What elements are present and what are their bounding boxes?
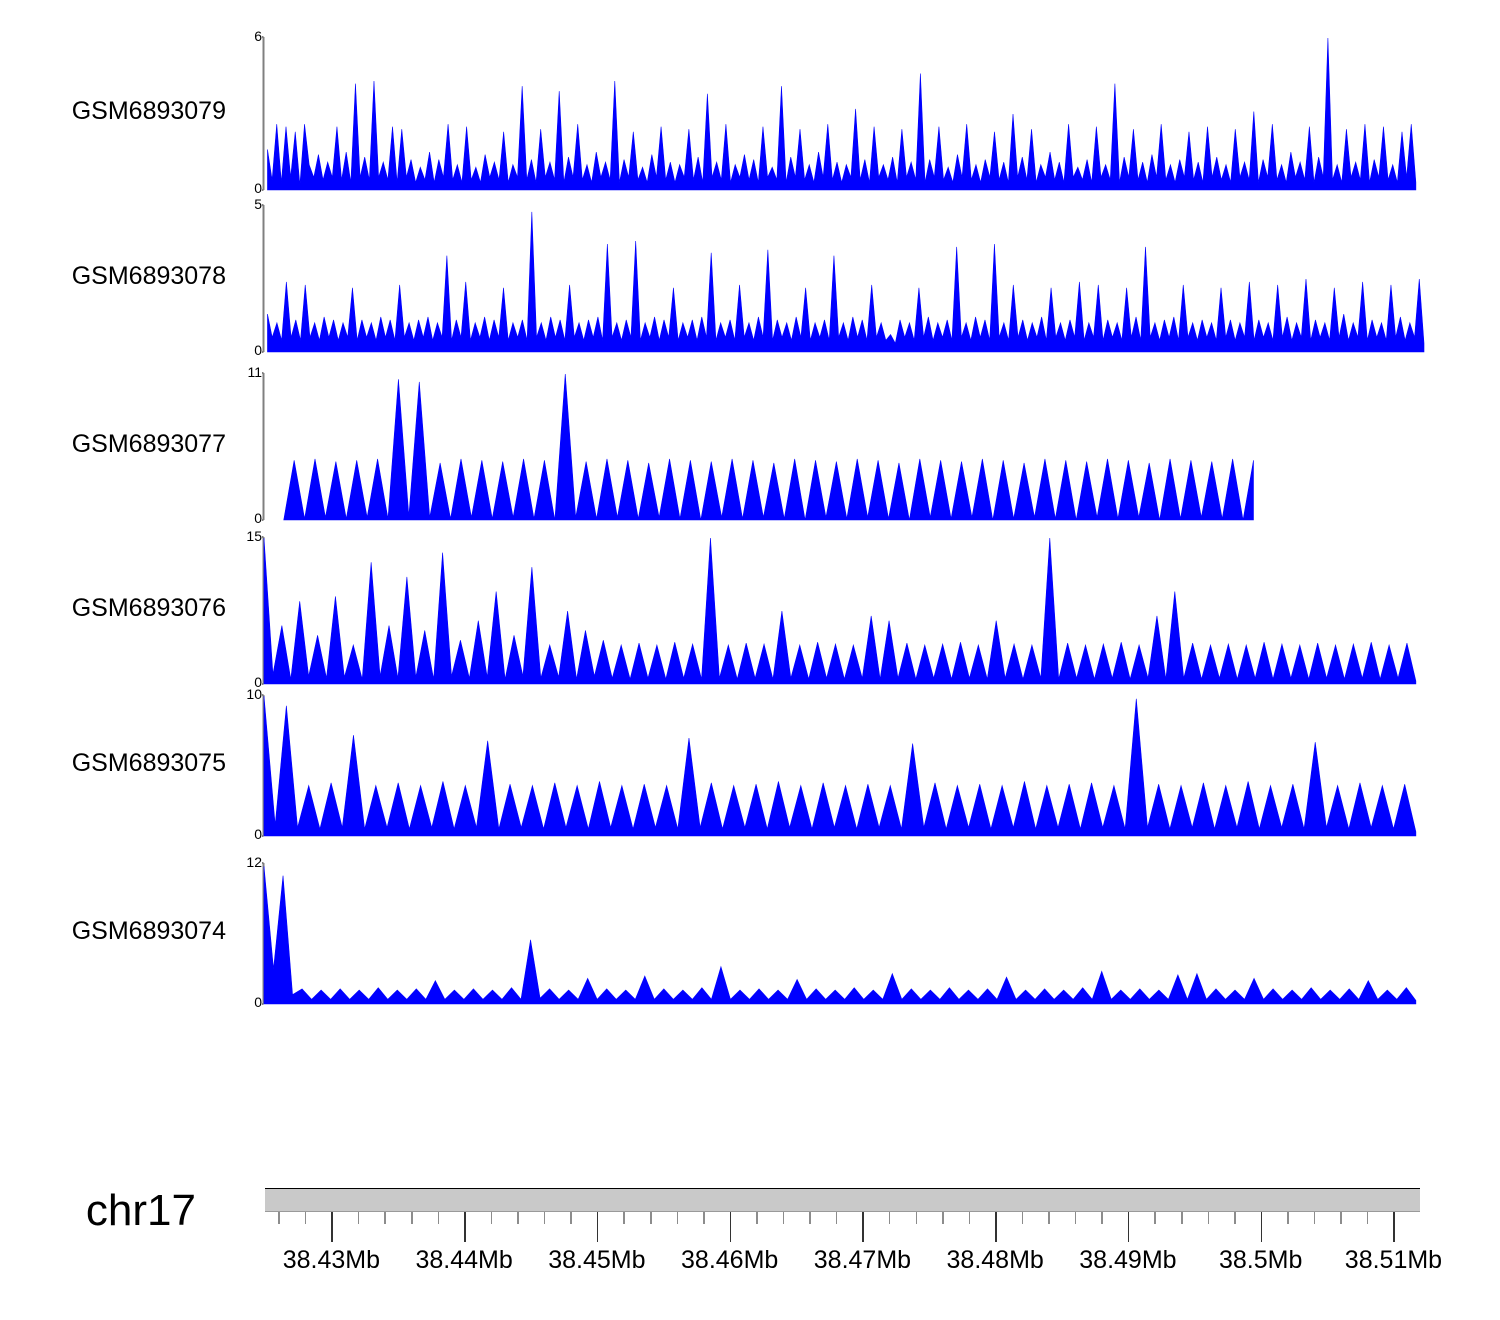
axis-tick-minor: [676, 1212, 679, 1224]
y-axis: 10 0: [226, 686, 262, 842]
coverage-plot-GSM6893076[interactable]: [262, 536, 1428, 686]
track-label-GSM6893077: GSM6893077: [71, 430, 226, 458]
axis-tick-major: [1127, 1212, 1130, 1242]
axis-tick-label: 38.46Mb: [681, 1246, 779, 1274]
y-axis: 12 0: [226, 854, 262, 1010]
y-axis: 15 0: [226, 528, 262, 690]
coverage-track: GSM6893079 6 0: [0, 28, 1500, 196]
axis-tick-minor: [570, 1212, 572, 1224]
ideogram-bar[interactable]: [265, 1188, 1420, 1212]
coverage-plot-GSM6893075[interactable]: [262, 694, 1428, 838]
axis-tick-major: [1393, 1212, 1395, 1242]
y-axis-max-label: 6: [254, 28, 262, 44]
axis-tick-minor: [756, 1212, 758, 1224]
y-axis-max-label: 11: [247, 364, 262, 380]
axis-tick-minor: [437, 1212, 440, 1224]
coverage-track: GSM6893075 10 0: [0, 686, 1500, 842]
axis-tick-minor: [411, 1212, 413, 1224]
chromosome-label: chr17: [85, 1186, 196, 1235]
genome-axis-ruler: chr17 38.43Mb 38.44Mb 38.45Mb 38.46Mb 38.47M…: [0, 1180, 1500, 1300]
y-axis-min-label: 0: [254, 510, 262, 526]
axis-tick-label: 38.48Mb: [946, 1246, 1044, 1274]
axis-tick-minor: [888, 1212, 891, 1224]
axis-tick-minor: [543, 1212, 546, 1224]
axis-tick-minor: [835, 1212, 838, 1224]
axis-tick-minor: [623, 1212, 625, 1224]
axis-tick-label: 38.44Mb: [415, 1246, 513, 1274]
axis-tick-major: [729, 1212, 732, 1242]
y-axis: 11 0: [226, 364, 262, 526]
axis-tick-minor: [915, 1212, 918, 1224]
coverage-plot-GSM6893078[interactable]: [262, 204, 1428, 354]
axis-tick-minor: [357, 1212, 360, 1224]
track-label-GSM6893079: GSM6893079: [71, 97, 226, 125]
axis-tick-major: [1260, 1212, 1263, 1242]
coverage-track: GSM6893076 15 0: [0, 528, 1500, 690]
axis-tick-minor: [304, 1212, 307, 1224]
axis-tick-major: [596, 1212, 599, 1242]
axis-tick-minor: [1366, 1212, 1369, 1224]
axis-tick-minor: [1021, 1212, 1024, 1224]
axis-tick-minor: [809, 1212, 811, 1224]
axis-tick-label: 38.49Mb: [1079, 1246, 1177, 1274]
axis-tick-minor: [1234, 1212, 1236, 1224]
axis-tick-minor: [703, 1212, 705, 1224]
axis-tick-minor: [1101, 1212, 1103, 1224]
axis-tick-minor: [942, 1212, 944, 1224]
axis-tick-minor: [278, 1212, 280, 1224]
axis-tick-minor: [384, 1212, 386, 1224]
coverage-plot-GSM6893077[interactable]: [262, 372, 1428, 522]
track-label-GSM6893074: GSM6893074: [71, 917, 226, 945]
axis-tick-minor: [1340, 1212, 1342, 1224]
y-axis-max-label: 12: [246, 854, 262, 870]
axis-tick-minor: [782, 1212, 785, 1224]
axis-tick-label: 38.47Mb: [813, 1246, 912, 1274]
y-axis-max-label: 5: [254, 196, 262, 212]
ideogram-area[interactable]: 38.43Mb 38.44Mb 38.45Mb 38.46Mb 38.47Mb 38.48…: [265, 1180, 1442, 1300]
axis-tick-minor: [650, 1212, 652, 1224]
coverage-plot-GSM6893079[interactable]: [262, 36, 1428, 192]
axis-tick-minor: [1207, 1212, 1210, 1224]
coverage-plot-GSM6893074[interactable]: [262, 862, 1428, 1006]
y-axis-min-label: 0: [254, 674, 262, 690]
y-axis-min-label: 0: [254, 180, 262, 196]
axis-tick-minor: [490, 1212, 493, 1224]
axis-tick-label: 38.51Mb: [1344, 1246, 1443, 1274]
axis-tick-minor: [1074, 1212, 1077, 1224]
axis-tick-minor: [517, 1212, 519, 1224]
axis-tick-minor: [1181, 1212, 1183, 1224]
axis-tick-minor: [1048, 1212, 1050, 1224]
coverage-track: GSM6893074 12 0: [0, 854, 1500, 1010]
y-axis-min-label: 0: [254, 994, 262, 1010]
track-label-GSM6893076: GSM6893076: [71, 594, 226, 622]
axis-tick-major: [862, 1212, 864, 1242]
axis-tick-major: [331, 1212, 333, 1242]
y-axis-max-label: 10: [246, 686, 262, 702]
y-axis-min-label: 0: [254, 826, 262, 842]
coverage-track: GSM6893078 5 0: [0, 196, 1500, 358]
track-label-GSM6893078: GSM6893078: [71, 262, 226, 290]
axis-tick-minor: [1154, 1212, 1156, 1224]
axis-tick-major: [995, 1212, 997, 1242]
axis-tick-minor: [968, 1212, 971, 1224]
axis-tick-minor: [1313, 1212, 1316, 1224]
axis-tick-label: 38.5Mb: [1218, 1246, 1303, 1274]
coverage-track: GSM6893077 11 0: [0, 364, 1500, 526]
y-axis-min-label: 0: [254, 342, 262, 358]
axis-tick-minor: [1287, 1212, 1289, 1224]
axis-tick-major: [464, 1212, 466, 1242]
axis-tick-label: 38.43Mb: [282, 1246, 381, 1274]
track-label-GSM6893075: GSM6893075: [71, 749, 226, 777]
axis-tick-label: 38.45Mb: [548, 1246, 646, 1274]
y-axis-max-label: 15: [246, 528, 262, 544]
